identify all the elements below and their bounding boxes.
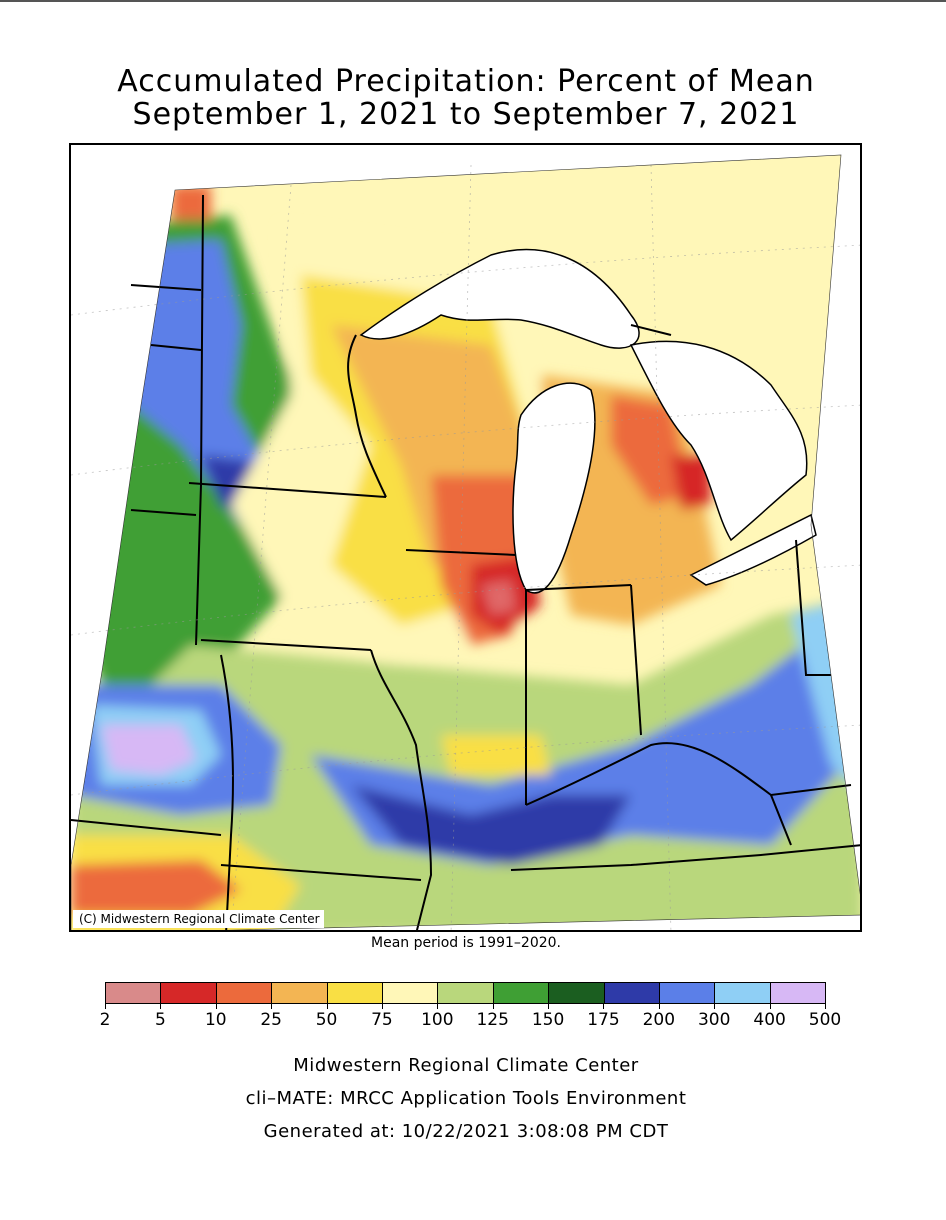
- orange-zone-southwest: [71, 860, 241, 915]
- legend-tick-label: 150: [531, 1010, 565, 1030]
- legend-swatch: [216, 983, 273, 1003]
- legend-tick-label: 125: [476, 1010, 509, 1030]
- map-date-range: September 1, 2021 to September 7, 2021: [132, 97, 800, 132]
- legend-tick: [105, 1003, 106, 1009]
- map-credit: (C) Midwestern Regional Climate Center: [73, 910, 324, 928]
- legend-tick-label: 175: [587, 1010, 620, 1030]
- lake-michigan: [512, 382, 596, 594]
- border-ohio-river: [525, 742, 852, 806]
- border-nd-sd: [150, 344, 202, 351]
- legend-swatch: [493, 983, 550, 1003]
- legend-swatch: [438, 983, 494, 1003]
- legend-swatch: [604, 983, 660, 1003]
- legend-swatch: [715, 983, 771, 1003]
- legend-tick: [271, 1003, 273, 1009]
- border-indiana-ohio: [630, 584, 642, 736]
- mean-period-note: Mean period is 1991–2020.: [371, 935, 561, 951]
- border-iowa-missouri: [200, 639, 372, 651]
- legend-tick: [326, 1003, 328, 1009]
- border-michigan-up: [630, 324, 672, 336]
- border-minnesota-iowa: [188, 482, 387, 498]
- border-wisconsin-illinois: [405, 549, 517, 556]
- legend-tick-label: 400: [753, 1010, 786, 1030]
- legend-tick: [437, 1003, 439, 1009]
- legend-swatch: [327, 983, 383, 1003]
- border-nd-minnesota: [130, 284, 202, 291]
- legend-swatch: [272, 983, 328, 1003]
- precipitation-map: (C) Midwestern Regional Climate Center: [69, 143, 862, 932]
- legend-tick-label: 2: [99, 1010, 111, 1030]
- legend-tick: [215, 1003, 217, 1009]
- lake-erie: [689, 513, 817, 586]
- precip-field: [71, 155, 860, 930]
- domain-outline: [71, 154, 860, 930]
- border-kentucky-virginia: [770, 794, 792, 846]
- border-minnesota-west: [195, 194, 204, 646]
- top-rule: [0, 0, 946, 2]
- map-title: Accumulated Precipitation: Percent of Me…: [117, 64, 815, 99]
- legend-tick: [492, 1003, 494, 1009]
- blue-zone-northwest: [131, 240, 301, 525]
- legend-tick: [658, 1003, 660, 1009]
- footer-organization: Midwestern Regional Climate Center: [293, 1055, 639, 1076]
- legend-tick-label: 25: [260, 1010, 282, 1030]
- legend-swatch: [659, 983, 716, 1003]
- legend-tick: [548, 1003, 550, 1009]
- red-zone-michigan: [671, 455, 711, 510]
- legend-tick: [825, 1003, 826, 1009]
- blue-zone-ohio-valley: [311, 625, 860, 865]
- legend-tick-label: 50: [315, 1010, 338, 1030]
- border-kansas-nebraska: [71, 819, 222, 836]
- lake-huron: [629, 340, 808, 542]
- border-illinois-missouri: [370, 649, 433, 930]
- border-missouri-kansas: [220, 654, 234, 930]
- border-minnesota-wisconsin: [347, 334, 387, 498]
- footer-tool: cli–MATE: MRCC Application Tools Environ…: [245, 1088, 687, 1109]
- legend-tick: [769, 1003, 771, 1009]
- legend-tick-label: 10: [204, 1010, 227, 1030]
- legend-tick: [381, 1003, 383, 1009]
- footer-generated: Generated at: 10/22/2021 3:08:08 PM CDT: [263, 1121, 669, 1142]
- color-legend: [105, 982, 826, 1004]
- red-zone-north: [171, 185, 211, 220]
- legend-swatch: [106, 983, 162, 1003]
- legend-swatch: [770, 983, 826, 1003]
- border-sd-ne: [130, 509, 197, 516]
- legend-tick-label: 300: [697, 1010, 731, 1030]
- yellow-zone-illinois-south: [441, 735, 551, 775]
- legend-tick-label: 75: [371, 1010, 393, 1030]
- state-boundaries: [71, 194, 860, 930]
- legend-tick: [714, 1003, 716, 1009]
- border-ohio-pennsylvania: [795, 539, 831, 676]
- legend-ticks: [105, 1003, 826, 1013]
- purple-zone-missouri: [101, 725, 196, 775]
- lake-superior: [359, 248, 640, 349]
- legend-tick-label: 200: [642, 1010, 676, 1030]
- pink-zone-illinois-north: [481, 580, 516, 615]
- legend-tick: [603, 1003, 605, 1009]
- legend-tick-label: 5: [154, 1010, 166, 1030]
- border-indiana-michigan: [525, 584, 632, 591]
- lightorange-zone-michigan: [611, 395, 691, 505]
- legend-swatch: [161, 983, 217, 1003]
- darkblue-zone-kentucky: [351, 785, 631, 865]
- great-lakes: [359, 248, 817, 594]
- legend-tick: [160, 1003, 162, 1009]
- legend-swatch: [382, 983, 439, 1003]
- border-kentucky-tennessee: [510, 844, 860, 871]
- legend-tick-label: 100: [421, 1010, 454, 1030]
- legend-labels: 2 5 10 25 50 75 100 125 150 175 200 300 400 500: [0, 1010, 946, 1030]
- map-canvas: [71, 154, 860, 930]
- legend-swatch: [549, 983, 605, 1003]
- border-missouri-arkansas: [220, 864, 422, 881]
- legend-tick-label: 500: [808, 1010, 842, 1030]
